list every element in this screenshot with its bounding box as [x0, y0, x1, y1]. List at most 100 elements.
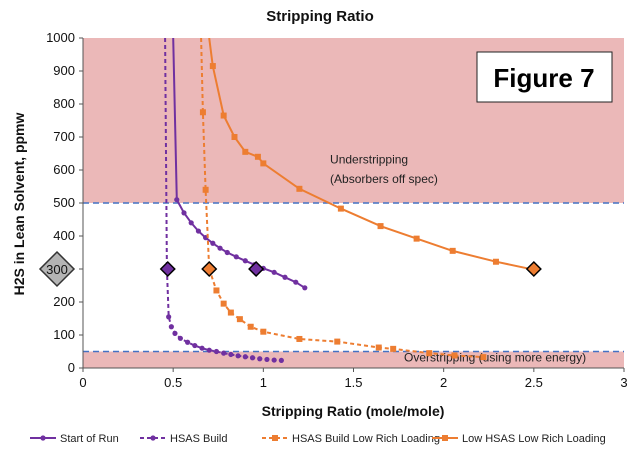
- highlight-diamond-1: [248, 260, 265, 278]
- highlight-diamond-0: [159, 260, 176, 278]
- data-point: [390, 345, 397, 352]
- data-point: [206, 347, 212, 353]
- legend-marker-3: [442, 435, 448, 441]
- series-0: [172, 38, 308, 291]
- data-point: [451, 352, 458, 359]
- data-point: [168, 324, 174, 330]
- axes: 0 0.5 1 1.5 2 2.5 3 0 100 200 400 500 600 700 800 900 10…: [46, 30, 628, 390]
- y-tick-label: 700: [53, 129, 75, 144]
- annotation-1: (Absorbers off spec): [330, 172, 438, 186]
- data-point: [231, 134, 238, 140]
- y-tick-label: 800: [53, 96, 75, 111]
- data-point: [213, 348, 220, 355]
- operating-point-label: 300: [46, 262, 68, 277]
- data-point: [188, 220, 194, 226]
- figure-label: Figure 7: [493, 63, 594, 93]
- highlight-points: 300: [38, 250, 542, 288]
- data-point: [337, 205, 344, 212]
- data-point: [296, 335, 303, 342]
- data-point: [220, 112, 227, 119]
- x-tick-label: 2.5: [525, 375, 543, 390]
- annotation-2: Overstripping (using more energy): [404, 350, 586, 364]
- y-tick-label: 400: [53, 228, 75, 243]
- data-point: [233, 254, 239, 260]
- operating-point-diamond: [38, 250, 76, 288]
- data-point: [220, 300, 227, 307]
- data-point: [192, 342, 198, 349]
- data-point: [242, 354, 248, 360]
- legend-label-2: HSAS Build Low Rich Loading: [292, 433, 440, 445]
- data-point: [174, 197, 180, 203]
- data-point: [210, 240, 216, 246]
- data-point: [249, 355, 256, 361]
- data-point: [199, 345, 205, 351]
- data-point: [224, 249, 230, 256]
- y-axis-title: H2S in Lean Solvent, ppmw: [11, 112, 27, 295]
- data-point: [377, 223, 384, 230]
- data-point: [166, 314, 172, 320]
- legend: Start of Run HSAS Build HSAS Build Low Ric…: [30, 433, 606, 445]
- x-tick-label: 1.5: [344, 375, 362, 390]
- x-tick-label: 0: [79, 375, 86, 390]
- data-point: [334, 338, 341, 345]
- data-point: [236, 316, 243, 323]
- data-point: [172, 330, 178, 336]
- legend-marker-2: [272, 435, 278, 441]
- data-point: [209, 63, 216, 70]
- data-point: [293, 279, 299, 285]
- annotations: Understripping (Absorbers off spec) Overst…: [330, 152, 586, 364]
- legend-marker-1: [150, 435, 156, 441]
- data-point: [271, 357, 277, 363]
- overstripping-zone: [83, 351, 624, 368]
- y-tick-label: 600: [53, 162, 75, 177]
- data-point: [254, 153, 261, 160]
- data-point: [271, 269, 277, 275]
- data-point: [181, 210, 187, 216]
- data-point: [260, 328, 267, 335]
- x-tick-label: 1: [260, 375, 267, 390]
- data-point: [302, 285, 308, 291]
- data-point: [217, 245, 223, 251]
- data-point: [184, 339, 191, 345]
- annotation-0: Understripping: [330, 152, 408, 166]
- data-point: [195, 228, 202, 234]
- data-point: [480, 354, 487, 361]
- y-tick-label: 200: [53, 294, 75, 309]
- data-point: [257, 356, 263, 362]
- data-point: [375, 344, 382, 351]
- data-point: [177, 335, 183, 341]
- data-point: [449, 247, 456, 254]
- series-2: [199, 38, 487, 361]
- data-point: [278, 357, 284, 364]
- data-point: [264, 356, 270, 363]
- data-point: [260, 160, 267, 167]
- series-line-3: [208, 38, 535, 271]
- x-tick-label: 2: [440, 375, 447, 390]
- data-point: [242, 148, 249, 155]
- x-tick-label: 0.5: [164, 375, 182, 390]
- y-tick-label: 1000: [46, 30, 75, 45]
- legend-label-1: HSAS Build: [170, 433, 227, 445]
- data-point: [199, 109, 206, 116]
- legend-marker-0: [40, 435, 46, 441]
- highlight-diamond-3: [525, 260, 542, 278]
- data-point: [492, 258, 499, 265]
- figure-label-box: Figure 7: [476, 51, 613, 103]
- data-point: [213, 287, 220, 294]
- data-point: [282, 274, 288, 280]
- x-tick-label: 3: [620, 375, 627, 390]
- data-point: [221, 350, 227, 356]
- legend-label-3: Low HSAS Low Rich Loading: [462, 433, 606, 445]
- y-tick-label: 0: [68, 360, 75, 375]
- y-tick-label: 900: [53, 63, 75, 78]
- data-point: [227, 309, 234, 316]
- reference-lines: [83, 202, 624, 353]
- data-point: [413, 235, 420, 242]
- legend-label-0: Start of Run: [60, 433, 119, 445]
- data-point: [235, 353, 241, 359]
- data-point: [242, 258, 248, 264]
- data-point: [202, 186, 209, 193]
- y-tick-label: 500: [53, 195, 75, 210]
